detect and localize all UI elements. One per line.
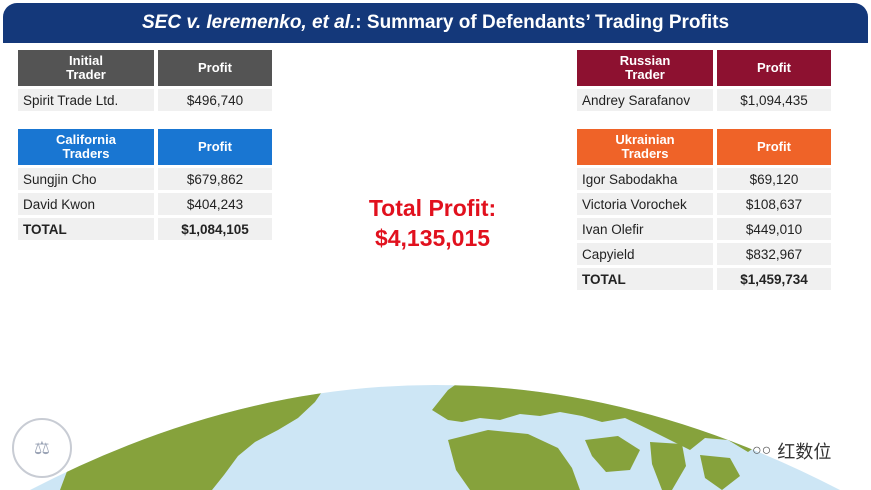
trader-name: Victoria Vorochek	[577, 193, 713, 215]
trader-name: Sungjin Cho	[18, 168, 154, 190]
trader-name: Spirit Trade Ltd.	[18, 89, 154, 111]
trader-name: Ivan Olefir	[577, 218, 713, 240]
ukrainian-profit-header: Profit	[717, 129, 831, 165]
greenland-landmass	[390, 296, 462, 352]
southeast-asia-landmass	[700, 455, 740, 490]
total-profit-label: Total Profit:	[368, 195, 497, 221]
russian-profit-header: Profit	[717, 50, 831, 86]
title-suffix: : Summary of Defendants’ Trading Profits	[355, 12, 730, 33]
california-traders-table: California Traders Profit Sungjin Cho $6…	[14, 126, 276, 243]
total-row: TOTAL $1,084,105	[18, 218, 272, 240]
trader-profit: $108,637	[717, 193, 831, 215]
initial-profit-header: Profit	[158, 50, 272, 86]
table-row: Sungjin Cho $679,862	[18, 168, 272, 190]
globe-illustration	[30, 296, 840, 490]
california-traders-header: California Traders	[18, 129, 154, 165]
trader-profit: $679,862	[158, 168, 272, 190]
title-case-name: SEC v. Ieremenko, et al.	[141, 12, 356, 33]
california-profit-header: Profit	[158, 129, 272, 165]
watermark: ○○ 红数位	[752, 438, 831, 464]
table-row: Igor Sabodakha $69,120	[577, 168, 831, 190]
table-row: Ivan Olefir $449,010	[577, 218, 831, 240]
total-row: TOTAL $1,459,734	[577, 268, 831, 290]
table-row: Spirit Trade Ltd. $496,740	[18, 89, 272, 111]
russian-trader-table: Russian Trader Profit Andrey Sarafanov $…	[573, 47, 835, 114]
initial-trader-table: Initial Trader Profit Spirit Trade Ltd. …	[14, 47, 276, 114]
trader-profit: $832,967	[717, 243, 831, 265]
trader-name: Capyield	[577, 243, 713, 265]
africa-landmass	[448, 430, 580, 490]
trader-name: David Kwon	[18, 193, 154, 215]
total-label: TOTAL	[577, 268, 713, 290]
ukrainian-traders-header: Ukrainian Traders	[577, 129, 713, 165]
sec-seal-icon: ⚖	[12, 418, 72, 478]
total-profit: Total Profit: $4,135,015	[340, 193, 525, 253]
title-bar: SEC v. Ieremenko, et al.: Summary of Def…	[3, 3, 868, 43]
trader-profit: $496,740	[158, 89, 272, 111]
trader-name: Andrey Sarafanov	[577, 89, 713, 111]
trader-profit: $69,120	[717, 168, 831, 190]
table-row: Capyield $832,967	[577, 243, 831, 265]
russian-trader-header: Russian Trader	[577, 50, 713, 86]
table-row: Andrey Sarafanov $1,094,435	[577, 89, 831, 111]
trader-profit: $1,094,435	[717, 89, 831, 111]
trader-profit: $449,010	[717, 218, 831, 240]
india-landmass	[650, 442, 686, 490]
total-value: $1,084,105	[158, 218, 272, 240]
initial-trader-header: Initial Trader	[18, 50, 154, 86]
table-row: Victoria Vorochek $108,637	[577, 193, 831, 215]
trader-profit: $404,243	[158, 193, 272, 215]
ukrainian-traders-table: Ukrainian Traders Profit Igor Sabodakha …	[573, 126, 835, 293]
total-label: TOTAL	[18, 218, 154, 240]
wechat-icon: ○○	[752, 442, 772, 459]
watermark-text: 红数位	[777, 442, 832, 462]
arabia-landmass	[585, 436, 640, 472]
total-profit-value: $4,135,015	[374, 225, 491, 251]
trader-name: Igor Sabodakha	[577, 168, 713, 190]
total-value: $1,459,734	[717, 268, 831, 290]
table-row: David Kwon $404,243	[18, 193, 272, 215]
